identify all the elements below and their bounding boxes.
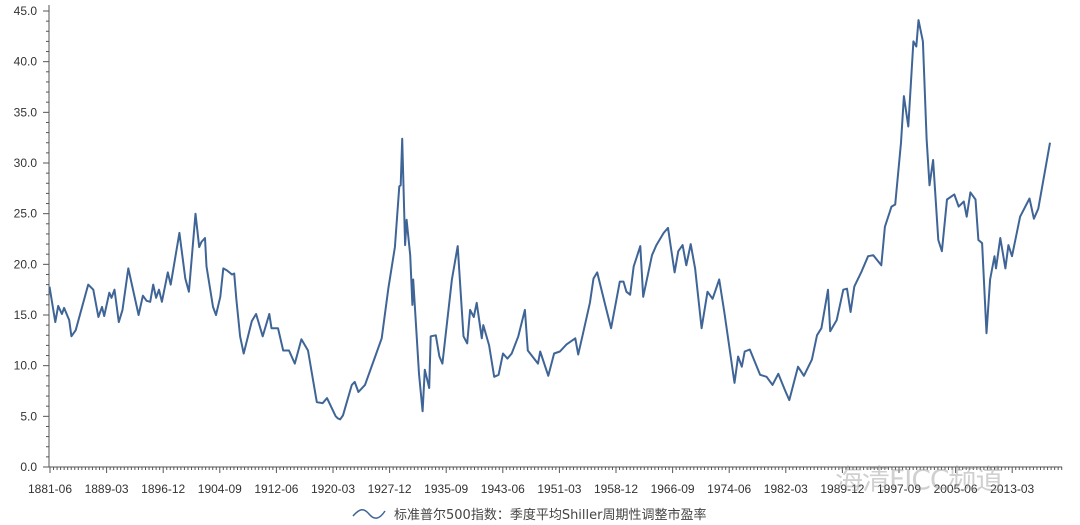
watermark: 海清FICC频道: [835, 463, 1003, 496]
y-tick-label: 15.0: [14, 308, 38, 322]
x-tick-label: 1974-06: [707, 482, 751, 496]
x-tick-label: 1982-03: [764, 482, 808, 496]
x-axis: 1881-06 1889-03 1896-12 1904-09 1912-06 1920-…: [28, 466, 1063, 496]
legend-line-icon: [352, 508, 386, 519]
y-tick-label: 0.0: [20, 460, 37, 474]
y-axis: 0.0 5.0 10.0 15.0 20.0 25.0 30.0 35.0 40.0 45.0: [14, 4, 50, 474]
x-tick-label: 1966-09: [651, 482, 695, 496]
y-tick-label: 20.0: [14, 257, 38, 271]
x-tick-label: 1904-09: [198, 482, 242, 496]
x-tick-label: 1920-03: [311, 482, 355, 496]
legend-label: 标准普尔500指数：季度平均Shiller周期性调整市盈率: [394, 508, 707, 523]
y-tick-label: 45.0: [14, 4, 38, 18]
x-tick-label: 1927-12: [368, 482, 412, 496]
y-tick-label: 40.0: [14, 55, 38, 69]
x-tick-label: 1935-09: [424, 482, 468, 496]
x-tick-label: 1912-06: [254, 482, 298, 496]
x-tick-label: 1958-12: [594, 482, 638, 496]
x-tick-label: 1997-09: [877, 482, 921, 496]
legend: 标准普尔500指数：季度平均Shiller周期性调整市盈率: [352, 504, 706, 523]
y-tick-label: 5.0: [20, 409, 37, 423]
x-tick-label: 1943-06: [481, 482, 525, 496]
x-tick-label: 1889-03: [85, 482, 129, 496]
y-tick-label: 30.0: [14, 156, 38, 170]
x-tick-label: 1989-12: [820, 482, 864, 496]
series-line-shiller-cape: [48, 19, 1051, 421]
x-tick-label: 2005-06: [934, 482, 978, 496]
x-tick-label: 1951-03: [537, 482, 581, 496]
x-tick-label: 1881-06: [28, 482, 72, 496]
x-tick-label: 2013-03: [990, 482, 1034, 496]
y-tick-label: 10.0: [14, 359, 38, 373]
x-tick-label: 1896-12: [141, 482, 185, 496]
y-tick-label: 35.0: [14, 105, 38, 119]
y-tick-label: 25.0: [14, 207, 38, 221]
